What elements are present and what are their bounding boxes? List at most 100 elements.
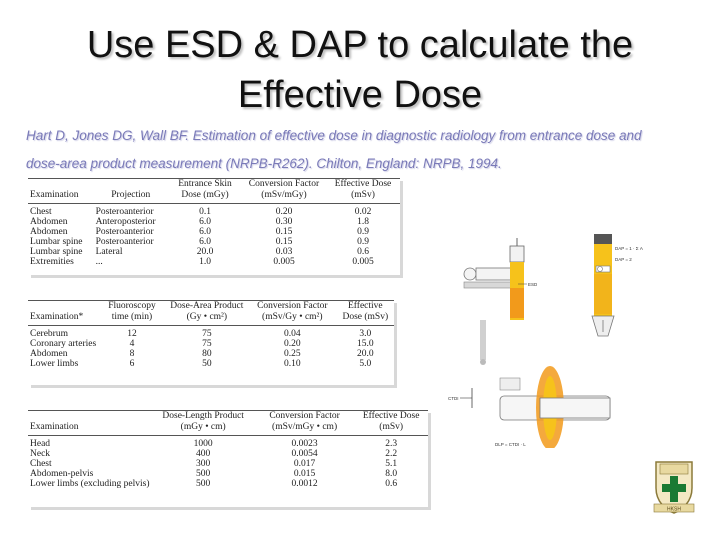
table-cell: Lumbar spine — [30, 237, 83, 247]
table-cell: 20.0 — [196, 247, 214, 257]
table-cell: Extremities — [30, 257, 74, 267]
table-header: Examination* — [28, 301, 99, 326]
table-cell: 6.0 — [199, 227, 211, 237]
dose-measurement-diagram: ESD DAP = 1 · Σ A DAP = 2 CTDI DLP = CTD… — [448, 234, 643, 448]
table-cell: 0.017 — [293, 459, 316, 469]
table-header: Effective Dose (mSv) — [336, 301, 394, 326]
table-row: Abdomen Posteroanterior 6.0 0.15 0.9 — [28, 227, 400, 237]
table-cell: 3.0 — [359, 329, 372, 339]
dlp-table: Examination Dose-Length Product (mGy • c… — [28, 410, 428, 507]
esd-label: ESD — [528, 282, 538, 287]
title-line-1: Use ESD & DAP to calculate the — [86, 24, 634, 66]
dlp-table-body: Head 1000 0.0023 2.3 Neck 400 0.0054 2.2 Chest 30… — [28, 436, 428, 489]
table-cell: 0.04 — [283, 329, 301, 339]
table-cell: 20.0 — [356, 349, 374, 359]
table-cell: Coronary arteries — [30, 339, 97, 349]
table-cell: 0.20 — [275, 207, 293, 217]
table-cell: 0.0023 — [291, 439, 318, 449]
table-cell: 0.6 — [357, 247, 369, 257]
table-cell: 8 — [129, 349, 135, 359]
table-cell: 0.25 — [283, 349, 301, 359]
table-header: Fluoroscopy time (min) — [98, 301, 166, 326]
ct-gantry-icon — [499, 366, 611, 448]
table-cell: Abdomen — [30, 217, 68, 227]
table-row: Extremities... 1.0 0.005 0.005 — [28, 257, 400, 267]
table-cell: Chest — [30, 207, 52, 217]
dap2-label: DAP = 2 — [615, 257, 632, 262]
table-cell: Cerebrum — [30, 329, 68, 339]
table-cell: 1.0 — [199, 257, 211, 267]
table-row: Abdomen Anteroposterior 6.0 0.30 1.8 — [28, 217, 400, 227]
table-cell: Posteroanterior — [95, 237, 154, 247]
table-cell: 0.0054 — [291, 449, 318, 459]
table-cell: 0.015 — [293, 469, 316, 479]
table-header: Dose-Length Product (mGy • cm) — [151, 411, 255, 436]
table-row: Neck 400 0.0054 2.2 — [28, 449, 428, 459]
table-row: Lumbar spine Lateral 20.0 0.03 0.6 — [28, 247, 400, 257]
table-cell: 75 — [202, 339, 212, 349]
table-cell: 12 — [127, 329, 137, 339]
xray-beam-right-icon — [591, 234, 615, 337]
table-row: Lower limbs 6 50 0.10 5.0 — [28, 359, 394, 369]
table-cell: 80 — [202, 349, 212, 359]
table-cell: Lower limbs (excluding pelvis) — [30, 479, 150, 489]
table-cell: 50 — [202, 359, 212, 369]
table-cell: Posteroanterior — [95, 227, 154, 237]
table-cell: 300 — [196, 459, 211, 469]
table-cell: Lower limbs — [30, 359, 79, 369]
table-cell: 0.005 — [273, 257, 295, 267]
xray-beam-left-icon — [509, 238, 525, 320]
table-cell: 2.3 — [385, 439, 398, 449]
table-cell: Head — [30, 439, 51, 449]
table-cell: Abdomen — [30, 227, 68, 237]
table-cell: Lateral — [95, 247, 123, 257]
table-cell: Chest — [30, 459, 52, 469]
table-cell: Anteroposterior — [95, 217, 156, 227]
table-cell: 0.15 — [275, 227, 293, 237]
table-cell: 0.0012 — [291, 479, 318, 489]
table-cell: Posteroanterior — [95, 207, 154, 217]
tube-stand-icon — [480, 320, 486, 365]
ctdi-label: CTDI — [448, 396, 459, 401]
table-cell: 4 — [129, 339, 135, 349]
table-header: Examination — [28, 411, 152, 436]
table-cell: 500 — [196, 479, 211, 489]
table-row: Coronary arteries 4 75 0.20 15.0 — [28, 339, 394, 349]
table-cell: 5.0 — [359, 359, 372, 369]
table-cell: 5.1 — [385, 459, 398, 469]
table-header: Effective Dose (mSv) — [326, 179, 400, 204]
esd-table-body: Chest Posteroanterior 0.1 0.20 0.02 Abdomen An… — [28, 204, 400, 267]
table-cell: Abdomen-pelvis — [30, 469, 94, 479]
table-header: Conversion Factor (mSv/Gy • cm²) — [248, 301, 337, 326]
table-header: Dose-Area Product (Gy • cm²) — [165, 301, 248, 326]
table-cell: 0.30 — [275, 217, 293, 227]
table-cell: 0.02 — [354, 207, 372, 217]
table-header: Conversion Factor (mSv/mGy • cm) — [254, 411, 355, 436]
table-cell: Abdomen — [30, 349, 68, 359]
table-row: Head 1000 0.0023 2.3 — [28, 436, 428, 450]
table-cell: 0.9 — [357, 237, 369, 247]
table-header: Projection — [93, 179, 168, 204]
title-line-2: Effective Dose — [237, 74, 483, 116]
dap-table-body: Cerebrum 12 75 0.04 3.0 Coronary arteries 4 75 0… — [28, 326, 394, 369]
table-header: Entrance Skin Dose (mGy) — [168, 179, 242, 204]
table-cell: 0.9 — [357, 227, 369, 237]
table-cell: 15.0 — [356, 339, 374, 349]
table-cell: 0.6 — [385, 479, 398, 489]
table-cell: 75 — [202, 329, 212, 339]
table-row: Lumbar spine Posteroanterior 6.0 0.15 0.9 — [28, 237, 400, 247]
table-row: Lower limbs (excluding pelvis) 500 0.0012 0… — [28, 479, 428, 489]
esd-table: Examination Projection Entrance Skin Dos… — [28, 178, 400, 275]
table-cell: 1000 — [193, 439, 213, 449]
table-cell: 0.005 — [352, 257, 374, 267]
table-cell: 6.0 — [199, 237, 211, 247]
citation-line-1: Hart D, Jones DG, Wall BF. Estimation of… — [26, 128, 642, 143]
dap-table: Examination* Fluoroscopy time (min) Dose… — [28, 300, 394, 385]
dap-label: DAP = 1 · Σ A — [615, 246, 643, 251]
citation: Hart D, Jones DG, Wall BF. Estimation of… — [26, 122, 706, 178]
slide-title: Use ESD & DAP to calculate the Effective… — [0, 20, 720, 120]
crest-text: HKSH — [667, 507, 681, 513]
table-header: Examination — [28, 179, 94, 204]
table-cell: 400 — [196, 449, 211, 459]
table-cell: 0.15 — [275, 237, 293, 247]
